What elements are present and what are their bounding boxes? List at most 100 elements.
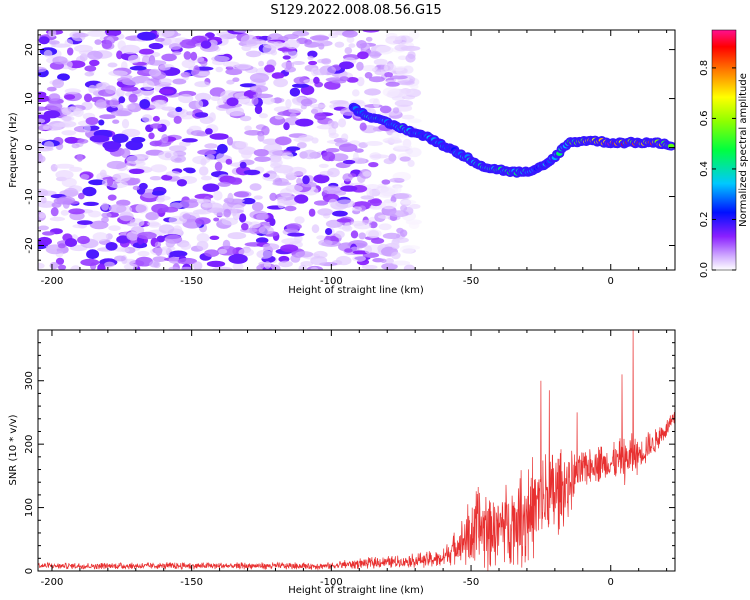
spectrogram-noise-blob [253, 149, 270, 157]
spectrogram-noise-blob [53, 122, 71, 128]
spectrogram-noise-blob [277, 111, 293, 116]
spectrogram-noise-blob [104, 261, 115, 268]
spectrogram-noise-blob [241, 197, 256, 205]
spectrogram-noise-blob [38, 212, 46, 219]
spectrogram-noise-blob [101, 216, 109, 223]
spectrogram-noise-blob [101, 212, 112, 218]
spectrogram-noise-blob [381, 179, 391, 185]
spectrogram-noise-blob [368, 76, 385, 83]
spectrogram-noise-blob [175, 106, 183, 112]
spectrogram-noise-blob [286, 146, 301, 151]
spectrogram-noise-blob [308, 208, 316, 217]
spectrogram-noise-blob [354, 148, 364, 153]
spectrogram-noise-blob [392, 107, 400, 114]
spectrogram-noise-blob [72, 32, 89, 38]
spectrogram-noise-blob [369, 204, 383, 210]
spectrogram-noise-blob [63, 187, 79, 198]
spectrogram-noise-blob [346, 36, 355, 43]
spectrogram-noise-blob [342, 159, 356, 165]
spectrogram-noise-blob [52, 56, 68, 65]
colorbar-tick-label: 0.8 [699, 60, 710, 76]
spectrogram-noise-blob [389, 177, 405, 183]
spectrogram-y-tick-label: -20 [24, 237, 35, 253]
spectrogram-noise-blob [285, 99, 292, 109]
spectrogram-noise-blob [282, 55, 291, 60]
spectrogram-noise-blob [393, 185, 402, 194]
spectrogram-noise-blob [364, 245, 373, 254]
spectrogram-noise-blob [221, 217, 238, 226]
snr-y-tick-label: 300 [24, 371, 35, 390]
spectrogram-noise-blob [119, 211, 134, 222]
spectrogram-noise-blob [309, 35, 330, 41]
spectrogram-noise-blob [156, 235, 166, 243]
spectrogram-noise-blob [350, 220, 366, 227]
spectrogram-noise-blob [95, 99, 107, 109]
spectrogram-noise-blob [89, 220, 109, 230]
spectrogram-noise-blob [209, 112, 216, 122]
spectrogram-noise-blob [158, 89, 175, 95]
spectrogram-noise-blob [361, 65, 378, 72]
spectrogram-noise-blob [206, 260, 226, 268]
spectrogram-noise-blob [400, 199, 417, 205]
spectrogram-noise-blob [385, 35, 402, 45]
spectrogram-noise-blob [84, 65, 97, 72]
spectrogram-noise-blob [352, 255, 366, 262]
spectrogram-noise-blob [228, 177, 243, 185]
spectrogram-noise-blob [365, 36, 373, 42]
snr-x-tick-label: -200 [41, 577, 64, 588]
spectrogram-noise-blob [325, 228, 333, 235]
spectrogram-noise-blob [54, 163, 75, 169]
spectrogram-noise-blob [165, 170, 181, 177]
spectrogram-noise-blob [67, 47, 74, 56]
spectrogram-noise-blob [108, 225, 121, 232]
spectrogram-noise-blob [152, 115, 160, 122]
spectrogram-noise-blob [238, 95, 251, 105]
spectrogram-noise-blob [145, 211, 159, 221]
spectrogram-noise-blob [395, 66, 409, 76]
spectrogram-noise-blob [252, 202, 264, 212]
spectrogram-noise-blob [234, 141, 249, 149]
spectrogram-noise-blob [339, 61, 354, 70]
spectrogram-noise-blob [181, 59, 196, 69]
spectrogram-noise-blob [129, 218, 145, 228]
spectrogram-noise-blob [104, 30, 122, 37]
spectrogram-noise-blob [155, 197, 165, 203]
spectrogram-noise-blob [107, 62, 118, 68]
spectrogram-noise-blob [131, 136, 146, 143]
spectrogram-noise-blob [325, 148, 340, 153]
spectrogram-noise-blob [396, 227, 404, 234]
spectrogram-noise-blob [71, 143, 80, 149]
spectrogram-noise-blob [150, 247, 170, 256]
spectrogram-noise-blob [263, 173, 270, 178]
spectrogram-noise-blob [173, 115, 182, 124]
spectrogram-noise-blob [200, 40, 212, 49]
spectrogram-noise-blob [86, 30, 107, 37]
spectrogram-noise-blob [344, 222, 351, 231]
spectrogram-noise-blob [172, 225, 183, 236]
spectrogram-noise-blob [165, 239, 175, 248]
spectrogram-noise-blob [186, 111, 194, 116]
spectrogram-noise-blob [317, 208, 333, 216]
spectrogram-noise-blob [254, 156, 271, 163]
spectrogram-noise-blob [161, 53, 177, 62]
spectrogram-noise-blob [196, 233, 210, 243]
spectrogram-noise-blob [168, 43, 182, 50]
spectrogram-noise-blob [222, 61, 240, 68]
spectrogram-noise-blob [209, 133, 229, 140]
spectrogram-noise-blob [331, 121, 339, 129]
spectrogram-noise-blob [214, 161, 223, 172]
spectrogram-noise-blob [64, 88, 81, 94]
spectrogram-noise-blob [382, 87, 400, 97]
spectrogram-noise-blob [284, 66, 297, 73]
spectrogram-noise-blob [328, 198, 338, 206]
spectrogram-noise-blob [178, 93, 194, 104]
spectrogram-noise-blob [227, 136, 233, 146]
spectrogram-noise-blob [77, 138, 89, 144]
spectrogram-noise-blob [233, 30, 254, 33]
spectrogram-noise-blob [137, 250, 150, 257]
spectrogram-noise-blob [254, 105, 263, 115]
spectrogram-noise-blob [102, 141, 122, 150]
spectrogram-noise-blob [188, 198, 198, 203]
spectrogram-noise-blob [195, 209, 207, 215]
snr-x-label: Height of straight line (km) [288, 585, 424, 596]
